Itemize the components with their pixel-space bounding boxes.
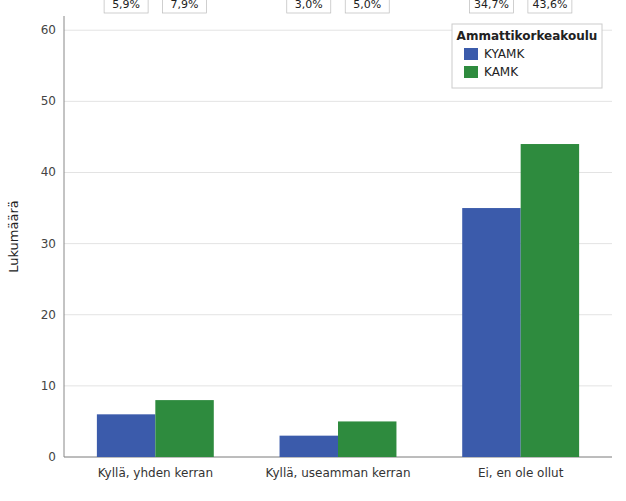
x-tick-label: Ei, en ole ollut	[478, 466, 564, 480]
data-label-box	[104, 0, 148, 13]
data-label: 87,9%	[163, 0, 207, 13]
y-tick-label: 0	[48, 450, 56, 464]
y-tick-label: 60	[41, 23, 56, 37]
percent-label: 34,7%	[474, 0, 509, 11]
legend-title: Ammattikorkeakoulu	[457, 29, 598, 43]
percent-label: 7,9%	[171, 0, 199, 11]
data-label: 65,9%	[104, 0, 148, 13]
bar	[280, 436, 338, 457]
x-tick-label: Kyllä, yhden kerran	[98, 466, 213, 480]
y-tick-label: 40	[41, 165, 56, 179]
data-labels: 65,9% 33,0% 3534,7% 87,9% 55,0% 4443,6%	[104, 0, 572, 13]
chart: 0 10 20 30 40 50 60 Kyllä, yhden kerran Kyllä, u…	[0, 0, 626, 501]
data-label: 33,0%	[287, 0, 331, 13]
percent-label: 5,9%	[112, 0, 140, 11]
grid	[64, 30, 612, 457]
axes: 0 10 20 30 40 50 60 Kyllä, yhden kerran Kyllä, u…	[41, 16, 612, 480]
bar	[97, 414, 155, 457]
legend-swatch	[464, 48, 478, 60]
data-label-box	[345, 0, 389, 13]
x-tick-label: Kyllä, useamman kerran	[265, 466, 410, 480]
bar	[521, 144, 579, 457]
percent-label: 3,0%	[295, 0, 323, 11]
bars	[97, 144, 579, 457]
y-axis-line	[64, 16, 65, 457]
bar	[155, 400, 213, 457]
data-label: 3534,7%	[469, 0, 513, 13]
bar	[338, 421, 396, 457]
legend: Ammattikorkeakoulu KYAMK KAMK	[452, 24, 602, 88]
data-label-box	[469, 0, 513, 13]
data-label-box	[287, 0, 331, 13]
y-axis-label: Lukumäärä	[6, 200, 21, 273]
grid-line	[64, 101, 612, 102]
legend-entry: KAMK	[484, 65, 519, 79]
data-label: 55,0%	[345, 0, 389, 13]
bar	[462, 208, 520, 457]
y-tick-label: 10	[41, 379, 56, 393]
legend-box	[452, 24, 602, 88]
percent-label: 5,0%	[353, 0, 381, 11]
legend-swatch	[464, 66, 478, 78]
data-label-box	[163, 0, 207, 13]
y-tick-label: 20	[41, 308, 56, 322]
y-tick-label: 30	[41, 237, 56, 251]
data-label-box	[528, 0, 572, 13]
y-tick-label: 50	[41, 94, 56, 108]
data-label: 4443,6%	[528, 0, 572, 13]
legend-entry: KYAMK	[484, 47, 525, 61]
percent-label: 43,6%	[532, 0, 567, 11]
